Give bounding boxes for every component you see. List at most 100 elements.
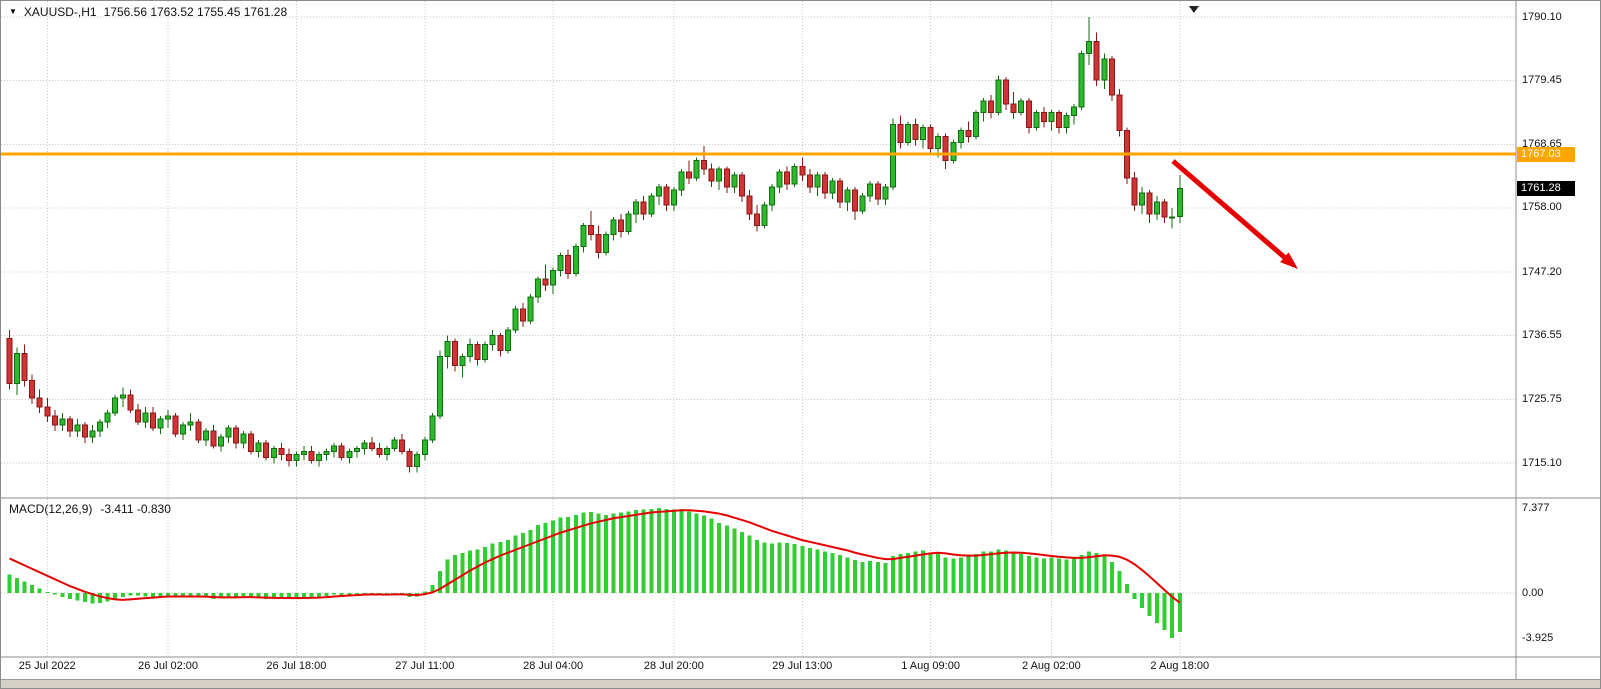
candle-body	[678, 171, 685, 191]
macd-histogram-bar	[234, 593, 238, 597]
macd-histogram-bar	[739, 532, 744, 593]
candle-body	[1101, 58, 1108, 81]
price-axis-label: 1725.75	[1522, 393, 1562, 406]
price-axis-label: 1790.10	[1522, 10, 1562, 23]
candle-body	[104, 412, 111, 423]
macd-histogram-bar	[603, 514, 608, 593]
candle-body	[587, 225, 594, 236]
candle-body	[316, 454, 323, 462]
time-axis-label: 2 Aug 18:00	[1150, 660, 1210, 672]
macd-histogram-bar	[747, 535, 752, 593]
price-axis-label: 1779.45	[1522, 73, 1562, 86]
macd-histogram-bar	[1117, 571, 1122, 593]
macd-histogram-bar	[188, 593, 193, 596]
macd-histogram-bar	[264, 593, 269, 599]
candle-body	[338, 445, 345, 459]
time-axis-label: 28 Jul 20:00	[643, 660, 704, 672]
candle-body	[391, 439, 398, 450]
candle-body	[814, 174, 821, 188]
price-axis-label: 1715.10	[1522, 456, 1562, 469]
candle-body	[535, 278, 541, 298]
macd-histogram-bar	[536, 525, 540, 593]
candle-body	[1010, 103, 1017, 114]
macd-axis-label: 7.377	[1522, 501, 1550, 514]
candle-body	[497, 335, 504, 352]
candle-body	[655, 186, 662, 197]
candle-body	[912, 124, 919, 141]
trend-arrow-line[interactable]	[1171, 159, 1287, 260]
candle-body	[399, 439, 406, 453]
macd-indicator-label: MACD(12,26,9)	[9, 502, 93, 516]
candle-body	[519, 308, 526, 322]
candle-body	[165, 415, 172, 420]
macd-histogram-bar	[354, 593, 359, 595]
candle-body	[278, 448, 285, 456]
macd-axis-label: -3.925	[1522, 631, 1554, 644]
candle-body	[1086, 40, 1093, 54]
candle-body	[346, 451, 353, 459]
candle-body	[708, 168, 715, 182]
trend-arrow-head[interactable]	[1280, 252, 1298, 269]
candle-body	[723, 168, 730, 188]
macd-histogram-bar	[83, 593, 87, 603]
candle-body	[670, 189, 677, 206]
dropdown-arrow-icon[interactable]: ▼	[9, 7, 17, 16]
candle-body	[633, 201, 640, 215]
candle-body	[935, 136, 942, 149]
macd-histogram-bar	[1140, 593, 1144, 608]
macd-histogram-bar	[762, 542, 767, 593]
candle-body	[285, 454, 292, 462]
candle-body	[852, 189, 859, 212]
macd-histogram-bar	[528, 529, 533, 593]
candle-body	[776, 171, 783, 188]
candle-body	[920, 127, 927, 141]
candle-body	[859, 195, 866, 212]
macd-histogram-bar	[445, 559, 450, 593]
macd-histogram-bar	[286, 593, 291, 599]
macd-histogram-bar	[973, 553, 978, 593]
candle-body	[29, 379, 36, 399]
candle-body	[134, 409, 141, 423]
macd-histogram-bar	[362, 593, 367, 594]
macd-histogram-bar	[513, 535, 518, 593]
macd-histogram-bar	[498, 541, 503, 593]
candle-body	[821, 174, 828, 194]
macd-histogram-bar	[717, 522, 722, 593]
candle-body	[406, 451, 413, 468]
ohlc-values: 1756.56 1763.52 1755.45 1761.28	[103, 5, 288, 19]
candle-body	[323, 451, 330, 456]
macd-histogram-bar	[853, 560, 858, 593]
candle-body	[451, 341, 458, 366]
candle-body	[255, 442, 262, 453]
macd-histogram-bar	[483, 547, 488, 593]
macd-histogram-bar	[1011, 552, 1016, 593]
macd-histogram-bar	[256, 593, 261, 598]
candle-body	[957, 130, 964, 143]
candle-body	[225, 427, 232, 438]
candle-body	[663, 186, 670, 206]
candle-body	[972, 112, 979, 138]
candle-body	[368, 442, 375, 450]
chart-shift-marker-icon[interactable]	[1189, 6, 1199, 13]
candle-body	[1040, 112, 1047, 123]
macd-histogram-bar	[566, 517, 571, 593]
macd-histogram-bar	[1056, 558, 1061, 593]
time-axis-label: 29 Jul 13:00	[772, 660, 833, 672]
candle-body	[731, 174, 738, 188]
candle-body	[746, 195, 753, 215]
candle-body	[51, 415, 58, 426]
macd-histogram-bar	[860, 561, 865, 593]
candle-body	[1055, 112, 1062, 129]
candle-body	[980, 100, 987, 114]
candle-body	[791, 165, 798, 185]
candle-body	[610, 219, 617, 236]
macd-histogram-bar	[196, 593, 201, 598]
candle-body	[270, 448, 277, 459]
candle-body	[1033, 112, 1040, 129]
macd-histogram-bar	[754, 540, 759, 593]
macd-histogram-bar	[551, 520, 556, 593]
macd-histogram-bar	[581, 512, 586, 593]
macd-histogram-bar	[309, 593, 314, 598]
macd-histogram-bar	[822, 551, 827, 593]
